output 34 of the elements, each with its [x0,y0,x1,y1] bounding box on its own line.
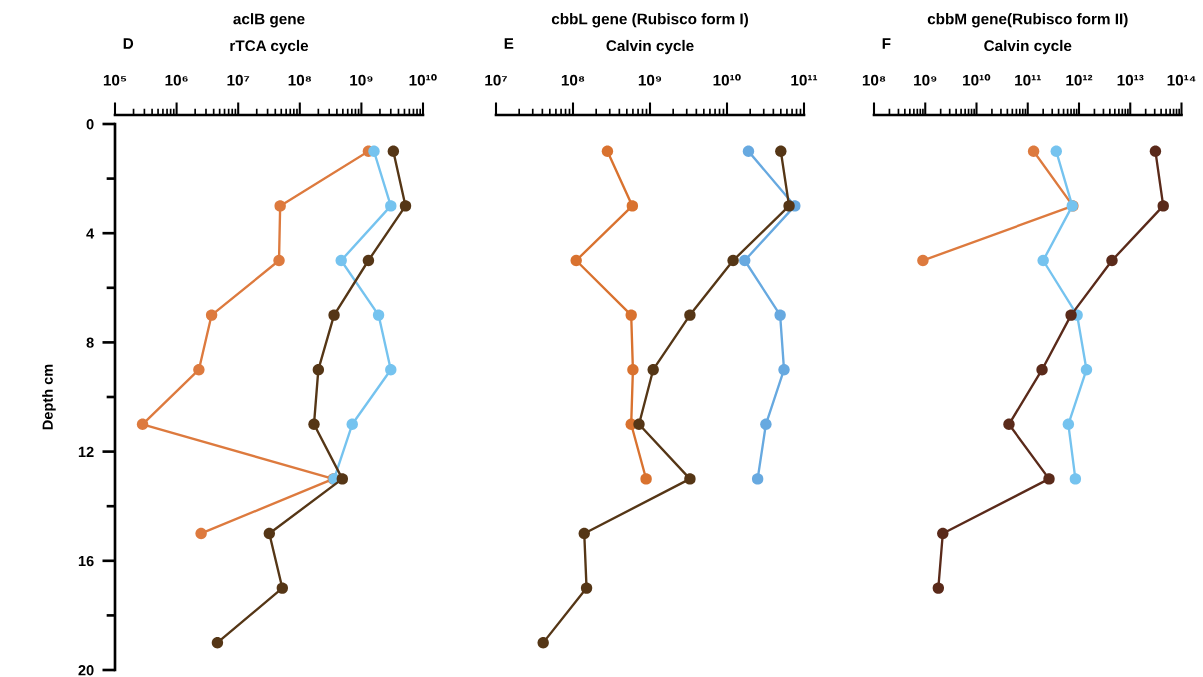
y-tick-label: 16 [78,555,94,567]
text: E [504,38,514,49]
x-tick-label: 10⁷ [485,74,507,86]
x-tick-label: 10¹⁰ [713,74,741,86]
x-tick-label: 10¹³ [1117,74,1144,86]
x-tick-label: 10⁶ [165,74,188,86]
x-tick-label: 10⁹ [638,74,662,86]
text: D [123,38,134,49]
chart-subtitle: Calvin cycle [606,39,694,55]
chart-title: aclB gene [233,13,305,28]
y-axis-title: Depth cm [42,364,56,430]
x-tick-label: 10⁸ [561,74,585,86]
y-tick-label: 20 [78,665,94,676]
text: F [882,38,891,49]
chart-title: cbbM gene(Rubisco form II) [927,13,1128,28]
chart-subtitle: rTCA cycle [230,39,309,55]
y-tick-label: 0 [86,119,94,130]
x-tick-label: 10⁸ [862,74,886,86]
x-tick-label: 10¹¹ [1015,74,1041,86]
y-tick-label: 8 [86,337,94,348]
x-tick-label: 10⁵ [103,74,127,86]
x-tick-label: 10¹¹ [791,74,818,86]
x-tick-label: 10⁹ [914,74,937,86]
x-tick-label: 10¹² [1066,74,1093,86]
x-tick-label: 10¹⁴ [1167,74,1196,86]
chart-title: cbbL gene (Rubisco form I) [551,13,748,28]
x-tick-label: 10⁷ [227,74,250,86]
y-tick-label: 12 [78,446,94,457]
x-tick-label: 10¹⁰ [963,74,991,86]
x-tick-label: 10⁸ [288,74,311,86]
x-tick-label: 10⁹ [350,74,373,86]
chart-subtitle: Calvin cycle [984,39,1072,55]
y-tick-label: 4 [86,228,95,239]
x-tick-label: 10¹⁰ [409,74,437,86]
